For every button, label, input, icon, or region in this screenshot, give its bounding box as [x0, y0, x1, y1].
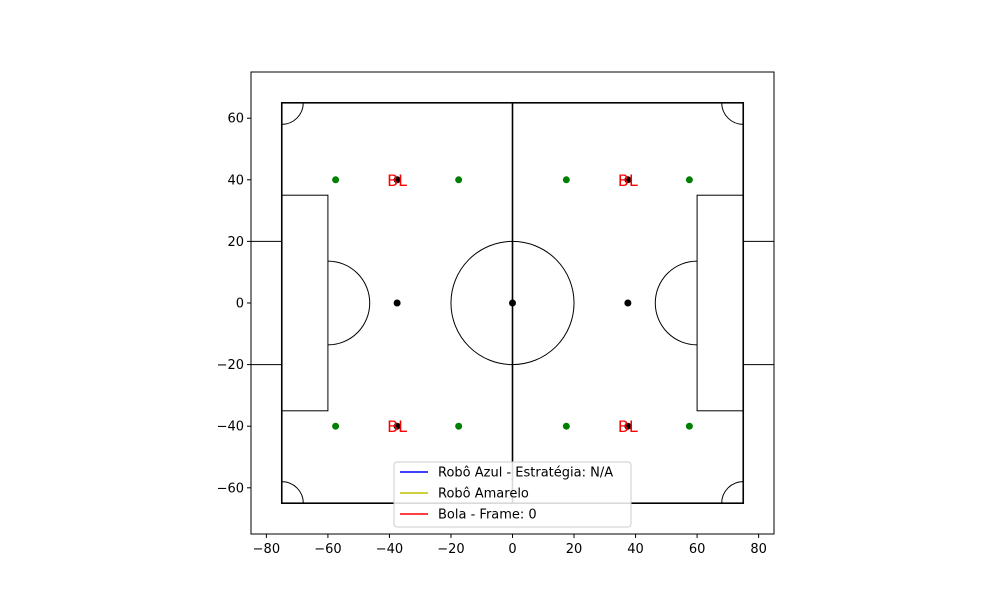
penalty-area-left	[281, 194, 329, 412]
goal-left	[251, 240, 282, 366]
data-point	[562, 176, 570, 184]
annotation-label: BL	[618, 171, 638, 190]
x-tick-label: −80	[253, 542, 280, 557]
goal-right	[743, 240, 774, 366]
data-point	[624, 176, 632, 184]
data-point	[393, 422, 401, 430]
y-tick-label: −20	[217, 358, 244, 373]
center-circle	[450, 240, 575, 366]
penalty-area-right	[696, 194, 744, 412]
corner-arc-top-right	[721, 102, 744, 125]
x-tick-label: −60	[314, 542, 341, 557]
x-tick-label: 0	[508, 542, 516, 557]
data-points	[332, 176, 693, 430]
data-point	[393, 176, 401, 184]
annotation-label: BL	[387, 171, 407, 190]
data-point	[562, 422, 570, 430]
x-tick-label: −40	[376, 542, 403, 557]
data-point	[393, 299, 401, 307]
x-axis-ticks: −80 −60 −40 −20 0 20 40 60 80	[253, 534, 767, 557]
data-point	[685, 176, 693, 184]
corner-arc-bottom-left	[281, 481, 304, 504]
penalty-arc-right	[654, 260, 698, 346]
x-tick-label: 40	[627, 542, 644, 557]
x-tick-label: −20	[437, 542, 464, 557]
y-tick-label: 0	[236, 297, 244, 312]
corner-arc-bottom-right	[721, 481, 744, 504]
legend-box	[393, 461, 632, 528]
legend-label: Robô Azul - Estratégia: N/A	[438, 466, 613, 481]
y-tick-label: −60	[217, 481, 244, 496]
annotation-label: BL	[387, 417, 407, 436]
data-point	[332, 422, 340, 430]
legend-label: Robô Amarelo	[438, 487, 529, 502]
corner-arc-top-left	[281, 102, 304, 125]
y-tick-label: 20	[227, 235, 244, 250]
x-tick-label: 80	[750, 542, 767, 557]
annotations: BL BL BL BL	[387, 171, 638, 436]
legend: Robô Azul - Estratégia: N/A Robô Amarelo B…	[393, 461, 632, 528]
penalty-arc-left	[327, 260, 371, 346]
data-point	[509, 299, 516, 307]
legend-label: Bola - Frame: 0	[438, 508, 537, 523]
data-point	[455, 422, 463, 430]
data-point	[624, 299, 632, 307]
data-point	[685, 422, 693, 430]
data-point	[332, 176, 340, 184]
y-tick-label: −40	[217, 420, 244, 435]
x-tick-label: 60	[689, 542, 706, 557]
x-tick-label: 20	[566, 542, 583, 557]
y-tick-label: 40	[227, 173, 244, 188]
annotation-label: BL	[618, 417, 638, 436]
data-point	[624, 422, 632, 430]
y-tick-label: 60	[227, 112, 244, 127]
data-point	[455, 176, 463, 184]
y-axis-ticks: −60 −40 −20 0 20 40 60	[217, 112, 251, 496]
